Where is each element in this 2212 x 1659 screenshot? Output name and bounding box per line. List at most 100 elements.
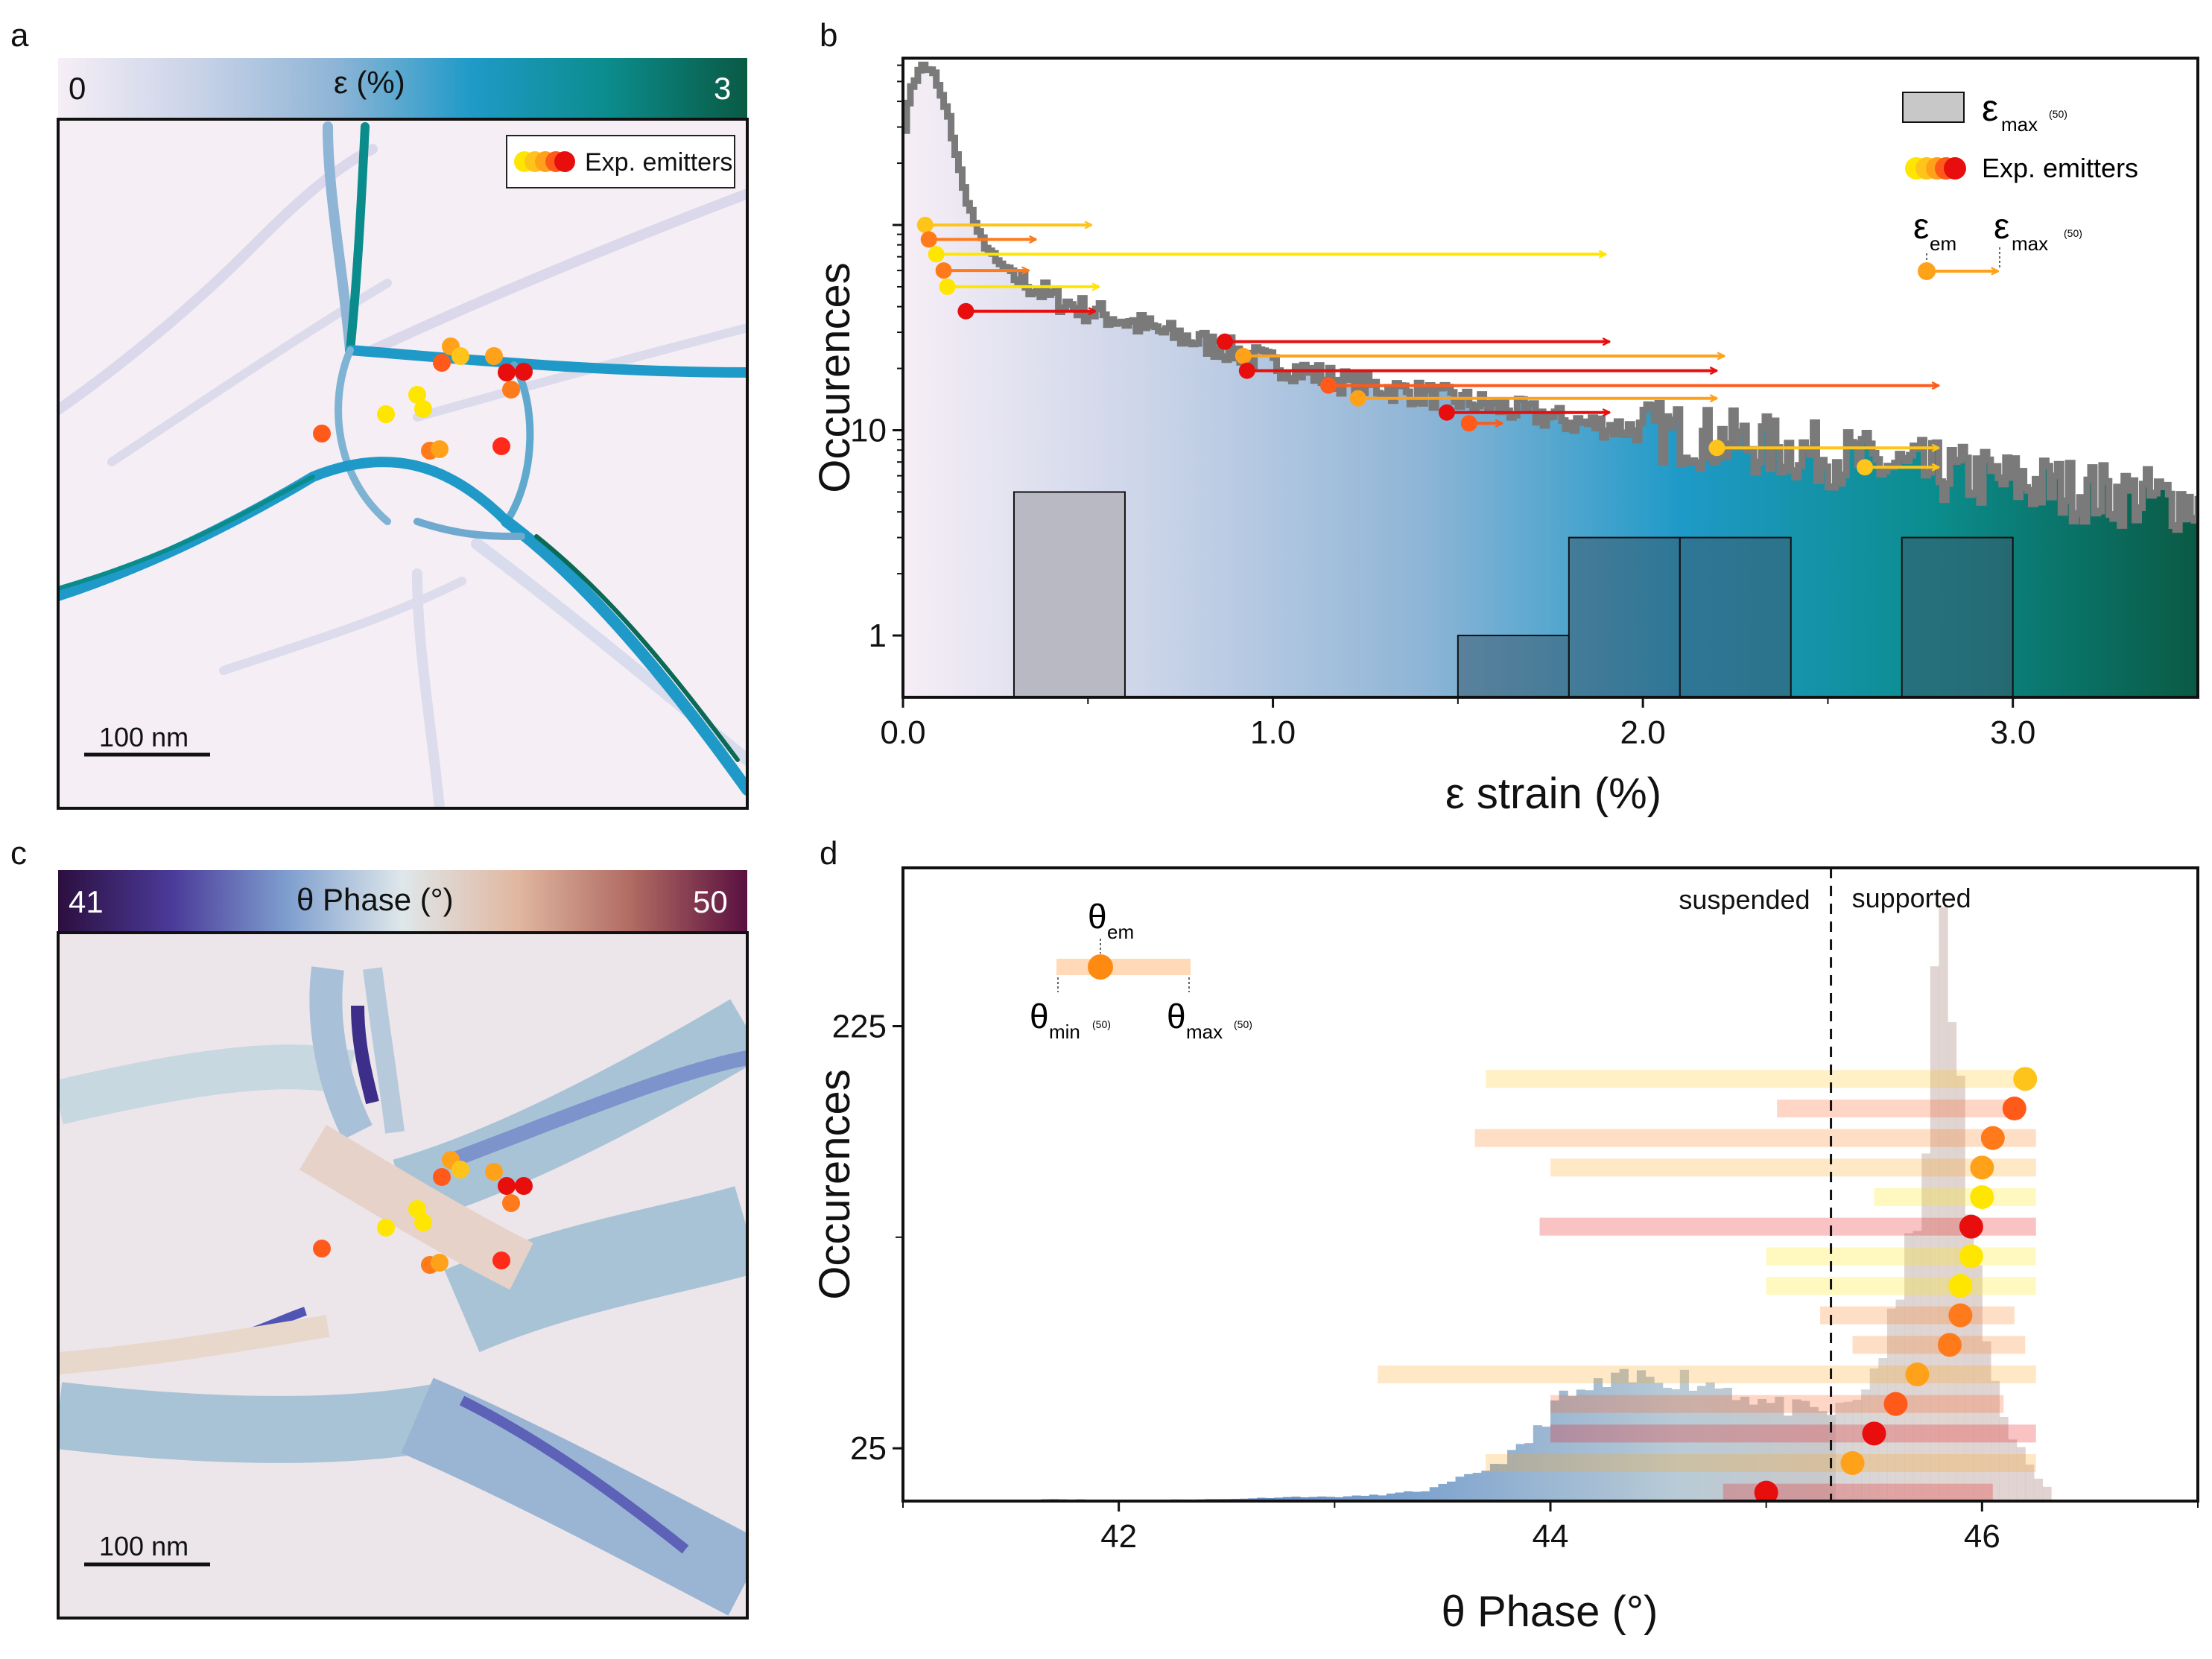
phase-hist-bar: [1973, 1265, 1983, 1501]
phase-emitter-point: [1905, 1363, 1930, 1386]
phase-emitter-range: [1378, 1365, 2036, 1383]
phase-hist-bar: [1343, 1496, 1353, 1501]
phase-chart-legend: θ em θ min (50) θ max (50): [1030, 897, 1252, 1043]
strain-y-axis-label: Occurences: [811, 262, 859, 492]
legend-theta-max: θ: [1167, 997, 1186, 1035]
strain-emitter-point: [1217, 333, 1234, 350]
phase-hist-bar: [1947, 1022, 1957, 1501]
strain-colorbar: [58, 58, 747, 119]
phase-emitter-range: [1550, 1158, 2036, 1177]
strain-emitter-point: [1438, 404, 1455, 421]
legend-arrow-end: ε: [1994, 207, 2009, 247]
strain-colorbar-max: 3: [714, 71, 731, 106]
phase-emitter-range: [1874, 1188, 2036, 1206]
phase-emitter-point: [1937, 1333, 1962, 1357]
phase-emitter-range: [1486, 1454, 2036, 1472]
phase-emitter-points: [1754, 1067, 2038, 1501]
phase-hist-bar: [1611, 1372, 1620, 1501]
phase-hist-bar: [1593, 1378, 1603, 1501]
phase-hist-bar: [1731, 1400, 1741, 1501]
phase-hist-bar: [1585, 1390, 1594, 1501]
phase-emitter-range: [1820, 1306, 2015, 1325]
strain-hist-bar: [1012, 491, 1126, 697]
phase-hist-bar: [1291, 1497, 1301, 1501]
phase-hist-bar: [1766, 1403, 1775, 1501]
legend-hist-sub: max: [2001, 113, 2038, 136]
panel-label-b: b: [820, 17, 837, 54]
strain-emitter-point: [935, 262, 952, 279]
phase-hist-bar: [1714, 1388, 1724, 1501]
strain-scalebar-label: 100 nm: [99, 722, 188, 752]
phase-hist-bar: [1619, 1368, 1629, 1501]
strain-map-emitters: [313, 337, 533, 460]
phase-hist-bar: [1351, 1495, 1361, 1501]
phase-hist-bar: [1421, 1491, 1430, 1501]
phase-hist-bar: [1835, 1402, 1845, 1501]
phase-hist-bar: [1334, 1497, 1344, 1501]
phase-emitter-point: [1862, 1421, 1886, 1446]
phase-hist-bar: [2008, 1439, 2018, 1501]
strain-distribution-line: [903, 61, 2198, 533]
phase-hist-bar: [1412, 1491, 1422, 1501]
phase-hist-bar: [1982, 1341, 1991, 1501]
phase-hist-bar: [1602, 1386, 1612, 1501]
phase-hist-bar: [1481, 1471, 1491, 1501]
phase-emitter-point: [1948, 1303, 1973, 1327]
phase-hist-bar: [1360, 1495, 1370, 1501]
strain-emitter-point: [1460, 415, 1477, 432]
phase-scalebar-label: 100 nm: [99, 1531, 188, 1561]
strain-map-legend: Exp. emitters: [506, 135, 735, 188]
phase-hist-bar: [1404, 1491, 1413, 1501]
phase-hist-bar: [1749, 1404, 1758, 1501]
phase-hist-bar: [1645, 1377, 1655, 1501]
phase-hist-bar: [1861, 1389, 1871, 1501]
strain-colorbar-min: 0: [69, 71, 86, 106]
phase-hist-bar: [1464, 1474, 1474, 1501]
phase-hist-bar: [1438, 1483, 1448, 1501]
legend-arrow-start-sub: em: [1930, 232, 1956, 255]
phase-hist-bar: [1429, 1487, 1439, 1501]
phase-hist-bar: [1455, 1476, 1465, 1501]
legend-theta-min-sub: min: [1049, 1021, 1080, 1043]
phase-hist-bar: [1758, 1398, 1767, 1501]
strain-colorbar-title: ε (%): [334, 65, 405, 100]
strain-map-features: [58, 121, 747, 808]
phase-hist-bar: [1550, 1400, 1560, 1501]
legend-arrow-end-sub: max: [2012, 232, 2048, 255]
legend-theta-em: θ: [1088, 897, 1107, 936]
phase-hist-bar: [1386, 1493, 1396, 1501]
phase-hist-bar: [1775, 1396, 1784, 1501]
phase-emitter-point: [1840, 1451, 1865, 1475]
legend-arrow-end-sup: (50): [2064, 227, 2082, 239]
phase-hist-bar: [1696, 1386, 1707, 1501]
strain-emitter-point: [1708, 440, 1725, 457]
region-suspended-label: suspended: [1679, 884, 1810, 915]
phase-hist-bar: [1282, 1497, 1292, 1501]
phase-hist-bar: [1679, 1369, 1689, 1501]
phase-hist-bar: [1265, 1497, 1275, 1501]
y-tick-label: 225: [832, 1009, 887, 1045]
strain-emitter-point: [1857, 459, 1874, 476]
phase-hist-bar: [1325, 1497, 1335, 1501]
legend-theta-min-sup: (50): [1092, 1018, 1111, 1030]
phase-hist-bar: [1921, 1153, 1931, 1501]
y-tick-label: 1: [869, 618, 887, 654]
phase-hist-bar: [1740, 1396, 1750, 1501]
phase-hist-bar: [1472, 1473, 1482, 1501]
phase-hist-bar: [1446, 1481, 1457, 1501]
x-tick-label: 2.0: [1620, 714, 1666, 751]
y-tick-label: 10: [850, 413, 887, 449]
phase-hist-bar: [1533, 1425, 1543, 1501]
phase-x-axis-label: θ Phase (°): [1442, 1587, 1658, 1636]
phase-hist-bar: [1783, 1415, 1793, 1501]
phase-emitter-point: [2013, 1067, 2038, 1091]
phase-hist-bar: [1628, 1382, 1638, 1501]
phase-hist-bar: [1541, 1427, 1551, 1501]
phase-chart: suspended supported 42 44 46 25 225 θ Phase …: [811, 866, 2199, 1636]
strain-emitter-point: [1238, 362, 1255, 379]
phase-hist-bar: [1999, 1416, 2009, 1501]
phase-hist-bar: [1489, 1464, 1500, 1501]
phase-hist-bar: [1990, 1380, 2000, 1501]
legend-theta-max-sub: max: [1186, 1021, 1223, 1043]
